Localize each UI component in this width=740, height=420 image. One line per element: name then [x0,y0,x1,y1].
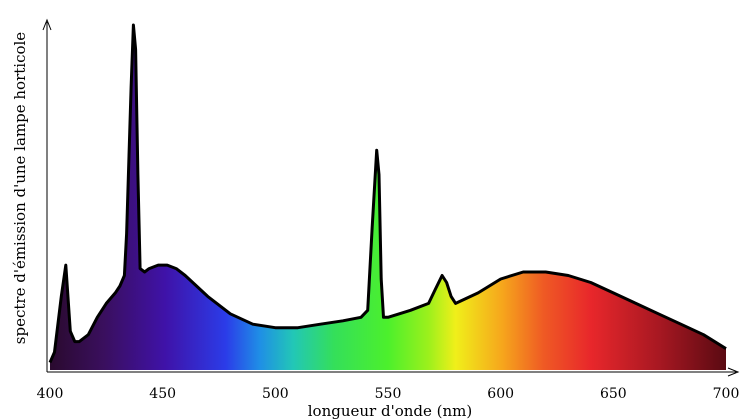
x-tick-labels: 400 450 500 550 600 650 700 [37,386,740,402]
x-tick-label: 550 [375,386,402,402]
x-tick-label: 450 [149,386,176,402]
x-tick-label: 700 [713,386,740,402]
x-tick-label: 600 [487,386,514,402]
spectrum-line [48,23,727,364]
spectrum-baseline-bar [50,366,726,370]
plot-area [48,23,727,370]
x-tick-label: 650 [600,386,627,402]
x-axis-title: longueur d'onde (nm) [308,402,472,420]
spectrum-area [50,25,726,366]
x-axis-arrow [727,367,740,377]
y-axis-arrow [42,18,52,31]
x-tick-label: 400 [37,386,64,402]
x-tick-label: 500 [262,386,289,402]
y-axis-title: spectre d'émission d'une lampe horticole [11,32,29,345]
